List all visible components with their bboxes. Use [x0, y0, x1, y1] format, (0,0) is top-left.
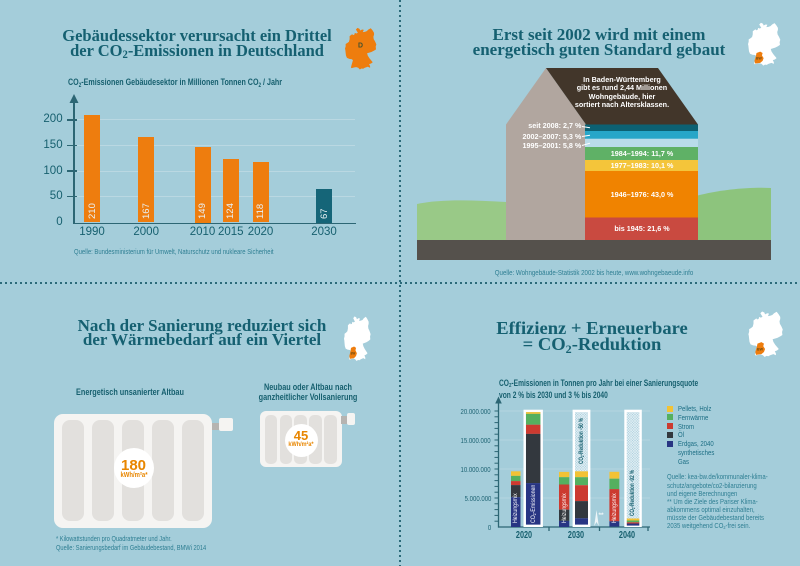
svg-text:BW: BW: [757, 347, 764, 351]
svg-text:**: **: [599, 512, 605, 519]
svg-text:D: D: [358, 42, 363, 49]
svg-text:BW: BW: [756, 56, 762, 60]
svg-text:BW: BW: [351, 351, 356, 355]
